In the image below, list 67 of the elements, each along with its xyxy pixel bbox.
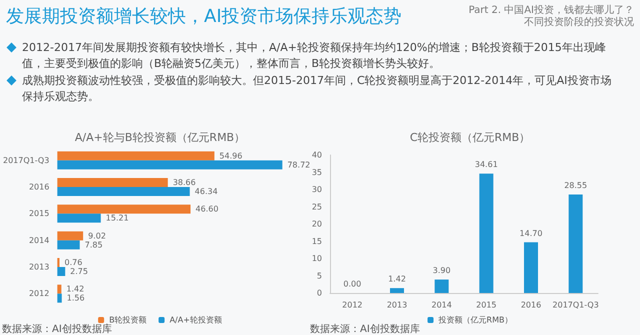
legend-label: 投资额（亿元RMB） [438,316,512,324]
bar [479,174,494,293]
chart-title: A/A+轮与B轮投资额（亿元RMB） [74,131,246,144]
x-tick-label: 2015 [476,300,497,310]
text: Part 2. 中国AI投资，钱都去哪儿了？ [468,4,634,16]
data-label: 0.00 [343,280,362,288]
data-label: 54.96 [219,151,242,160]
chart-title: C轮投资额（亿元RMB） [410,131,530,144]
data-label: 78.72 [287,160,310,170]
x-tick-label: 2016 [520,300,542,310]
text: 2012-2017年间发展期投资额有较快增长，其中，A/A+轮投资额保持年均约120%的增速；B轮投资额于2015年出现峰值，主要受到极值的影响（B轮融资5亿美元），整体而言，B轮投资额增长势头较好。 [22,40,607,72]
data-label: 1.56 [66,294,85,303]
bar [57,284,62,294]
y-tick-label: 2015 [28,209,50,218]
y-tick-label: 15 [312,236,322,246]
bar [57,240,80,250]
y-tick-label: 2017Q1-Q3 [3,156,50,165]
y-tick-label: 20 [312,220,322,228]
data-label: 2.75 [70,267,88,276]
data-label: 46.34 [194,187,218,196]
bar [434,280,449,293]
x-tick-label: 2013 [386,300,408,310]
x-tick-label: 2012 [342,300,363,310]
data-label: 7.85 [84,240,103,250]
data-label: 1.42 [388,274,406,284]
text: 发展期投资额增长较快，AI投资市场保持乐观态势 [6,5,402,28]
data-label: 15.21 [106,214,129,223]
data-label: 34.61 [474,160,498,170]
bar [390,288,404,293]
bar [57,294,62,303]
data-label: 9.02 [88,231,106,240]
y-tick-label: 40 [312,150,322,160]
bar [57,160,282,170]
bar [57,151,214,160]
y-tick-label: 2016 [28,182,50,192]
bar [57,204,191,214]
data-label: 46.60 [196,204,218,214]
legend-label: B轮投资额 [109,316,147,324]
x-tick-label: 2014 [431,300,452,310]
y-tick-label: 35 [312,168,322,177]
x-tick-label: 2017Q1-Q3 [552,300,599,310]
source-note: 数据来源：AI创投数据库 [2,322,112,335]
data-label: 38.66 [172,178,196,187]
bar [57,231,84,240]
text: 成熟期投资额波动性较强，受极值的影响较大。但2015-2017年间，C轮投资额明显高于2012-2014年，可见AI投资市场保持乐观态势。 [22,73,612,105]
bar [57,267,66,276]
data-label: 0.76 [64,258,82,267]
text: 不同投资阶段的投资状况 [524,16,634,29]
y-tick-label: 25 [312,202,322,212]
y-tick-label: 0 [316,288,322,298]
y-tick-label: 5 [316,271,322,280]
y-tick-label: 2014 [28,236,50,245]
bar [524,242,538,293]
bar [57,214,101,223]
bar [568,194,583,293]
y-tick-label: 30 [312,185,322,194]
data-label: 28.55 [564,181,588,190]
data-label: 3.90 [432,266,451,276]
bar [57,178,168,187]
legend-label: A/A+轮投资额 [170,316,222,324]
y-tick-label: 10 [312,254,322,263]
source-note: 数据来源：AI创投数据库 [310,322,420,335]
data-label: 1.42 [66,284,84,294]
y-tick-label: 2013 [28,262,50,272]
y-tick-label: 2012 [28,289,50,298]
bar [57,187,190,196]
data-label: 14.70 [520,228,542,238]
